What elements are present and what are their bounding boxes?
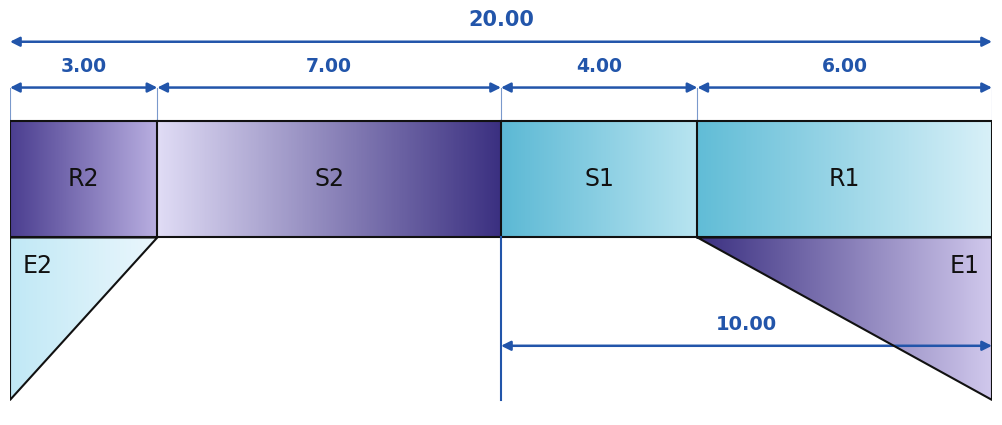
Text: R1: R1 <box>829 167 861 191</box>
Text: 10.00: 10.00 <box>715 315 778 334</box>
Text: R2: R2 <box>68 167 99 191</box>
Text: S2: S2 <box>315 167 344 191</box>
Text: E1: E1 <box>950 254 980 278</box>
Text: 6.00: 6.00 <box>822 57 868 76</box>
Text: S1: S1 <box>584 167 614 191</box>
Text: 20.00: 20.00 <box>468 10 534 30</box>
Text: 3.00: 3.00 <box>60 57 107 76</box>
Text: 7.00: 7.00 <box>307 57 352 76</box>
Text: E2: E2 <box>22 254 52 278</box>
Text: 4.00: 4.00 <box>576 57 622 76</box>
